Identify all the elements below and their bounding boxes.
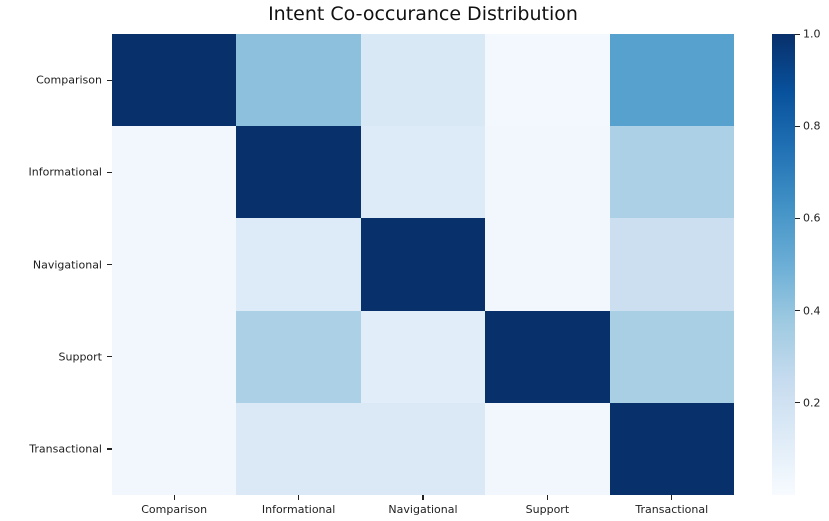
colorbar (772, 34, 795, 495)
heatmap-cell-Transactional-Comparison (112, 402, 237, 495)
heatmap-cell-Support-Comparison (112, 310, 237, 403)
colorbar-tick (795, 310, 800, 312)
y-tick-label: Transactional (29, 442, 102, 456)
y-axis-tick (107, 356, 112, 358)
heatmap-cell-Navigational-Navigational (360, 218, 486, 311)
x-axis-tick (298, 495, 300, 500)
heatmap-cell-Navigational-Informational (236, 218, 361, 311)
heatmap-cell-Informational-Informational (236, 126, 361, 219)
heatmap-cell-Comparison-Comparison (112, 34, 237, 127)
colorbar-tick-label: 1.0 (803, 27, 821, 41)
heatmap-cell-Transactional-Informational (236, 402, 361, 495)
heatmap-cell-Informational-Navigational (360, 126, 486, 219)
x-tick-label: Transactional (635, 503, 709, 516)
x-axis-tick (173, 495, 175, 500)
heatmap-cell-Informational-Transactional (609, 126, 734, 219)
colorbar-tick-label: 0.2 (803, 396, 821, 410)
x-tick-label: Support (525, 503, 570, 516)
x-axis-tick (671, 495, 673, 500)
colorbar-tick (795, 33, 800, 35)
heatmap-cell-Comparison-Informational (236, 34, 361, 127)
x-tick-label: Informational (261, 503, 336, 516)
heatmap-cell-Informational-Support (485, 126, 610, 219)
heatmap-cell-Support-Transactional (609, 310, 734, 403)
y-axis-tick (107, 79, 112, 81)
colorbar-tick (795, 402, 800, 404)
heatmap-cell-Support-Support (485, 310, 610, 403)
heatmap-cell-Informational-Comparison (112, 126, 237, 219)
y-tick-label: Informational (28, 165, 102, 179)
x-axis-tick (422, 495, 424, 500)
heatmap-cell-Navigational-Support (485, 218, 610, 311)
colorbar-tick (795, 125, 800, 127)
heatmap-cell-Transactional-Support (485, 402, 610, 495)
heatmap-cell-Comparison-Transactional (609, 34, 734, 127)
heatmap-cell-Comparison-Navigational (360, 34, 486, 127)
colorbar-tick-label: 0.6 (803, 211, 821, 225)
y-tick-label: Navigational (32, 258, 102, 271)
heatmap-cell-Transactional-Transactional (609, 402, 734, 495)
colorbar-tick (795, 217, 800, 220)
heatmap-cell-Support-Navigational (360, 310, 486, 403)
heatmap-cell-Transactional-Navigational (360, 402, 486, 495)
heatmap-cell-Comparison-Support (485, 34, 610, 127)
heatmap-cell-Navigational-Transactional (609, 218, 734, 311)
heatmap-cell-Navigational-Comparison (112, 218, 237, 311)
colorbar-tick-label: 0.8 (803, 119, 821, 133)
y-axis-tick (107, 264, 112, 266)
heatmap-cell-Support-Informational (236, 310, 361, 403)
y-axis-tick (107, 171, 112, 173)
x-axis-tick (546, 495, 548, 500)
y-tick-label: Comparison (36, 73, 102, 87)
y-axis-tick (107, 448, 112, 450)
heatmap-grid (112, 34, 734, 495)
x-tick-label: Navigational (388, 503, 458, 516)
y-tick-label: Support (58, 350, 102, 364)
colorbar-tick-label: 0.4 (803, 304, 821, 318)
x-tick-label: Comparison (141, 503, 208, 516)
chart-title: Intent Co-occurance Distribution (268, 3, 578, 25)
